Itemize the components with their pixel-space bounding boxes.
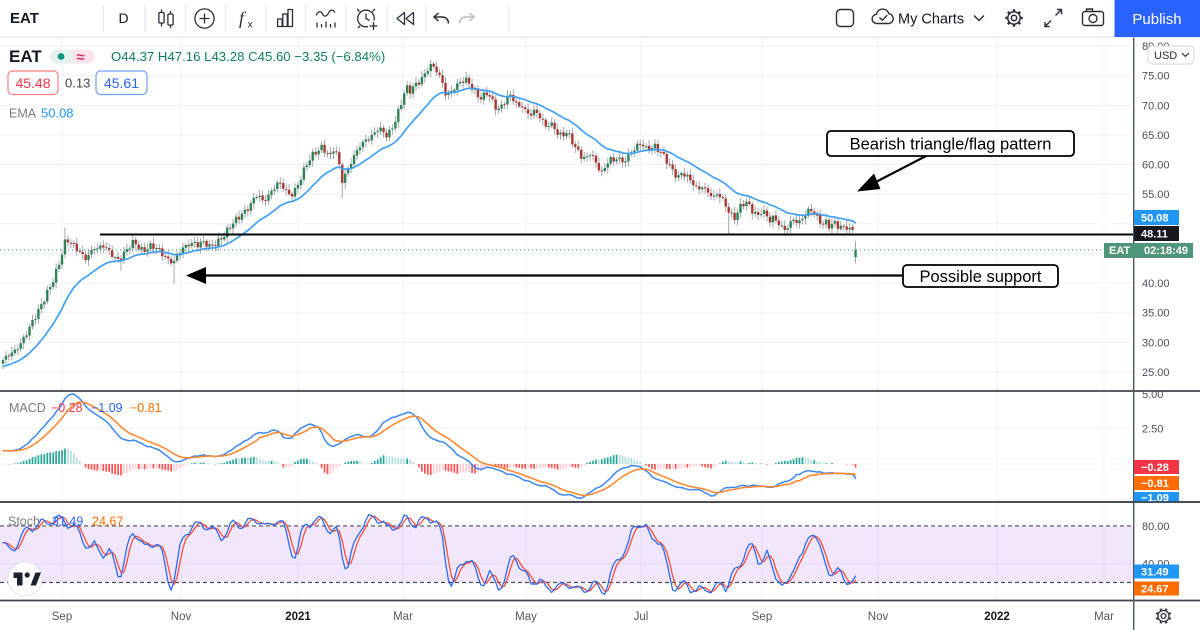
svg-text:65.00: 65.00 bbox=[1142, 130, 1170, 142]
svg-text:2021: 2021 bbox=[285, 611, 311, 623]
svg-text:Sep: Sep bbox=[752, 611, 772, 623]
svg-text:45.48: 45.48 bbox=[15, 75, 50, 91]
svg-text:48.11: 48.11 bbox=[1141, 228, 1168, 240]
svg-text:75.00: 75.00 bbox=[1142, 71, 1170, 83]
svg-text:31.49: 31.49 bbox=[1141, 566, 1169, 578]
svg-text:40.00: 40.00 bbox=[1142, 278, 1170, 290]
svg-text:Mar: Mar bbox=[1094, 611, 1114, 623]
svg-text:−0.81: −0.81 bbox=[130, 401, 162, 415]
svg-text:80.00: 80.00 bbox=[1142, 521, 1170, 533]
svg-text:USD: USD bbox=[1154, 50, 1177, 62]
svg-text:02:18:49: 02:18:49 bbox=[1144, 245, 1188, 257]
svg-text:EAT: EAT bbox=[10, 10, 39, 27]
svg-text:24.67: 24.67 bbox=[1141, 583, 1169, 595]
svg-text:45.61: 45.61 bbox=[104, 75, 139, 91]
svg-text:−0.28: −0.28 bbox=[1141, 462, 1169, 474]
svg-text:Jul: Jul bbox=[634, 611, 649, 623]
svg-text:Sep: Sep bbox=[52, 611, 72, 623]
svg-text:D: D bbox=[118, 10, 128, 26]
svg-text:50.08: 50.08 bbox=[41, 106, 74, 121]
svg-text:≈: ≈ bbox=[77, 49, 85, 66]
svg-text:Stoch: Stoch bbox=[8, 515, 40, 529]
svg-text:Bearish triangle/flag pattern: Bearish triangle/flag pattern bbox=[850, 135, 1052, 153]
svg-text:−1.09: −1.09 bbox=[91, 401, 123, 415]
svg-text:−0.81: −0.81 bbox=[1141, 478, 1169, 490]
svg-text:30.00: 30.00 bbox=[1142, 337, 1170, 349]
svg-text:50.08: 50.08 bbox=[1141, 212, 1169, 224]
svg-text:Nov: Nov bbox=[868, 611, 889, 623]
svg-text:Nov: Nov bbox=[171, 611, 192, 623]
svg-text:Publish: Publish bbox=[1132, 11, 1181, 28]
svg-text:x: x bbox=[248, 19, 254, 31]
svg-text:EAT: EAT bbox=[9, 47, 42, 66]
svg-text:2.50: 2.50 bbox=[1142, 423, 1163, 435]
svg-text:Possible support: Possible support bbox=[920, 268, 1042, 286]
svg-text:EAT: EAT bbox=[1109, 245, 1130, 257]
svg-text:55.00: 55.00 bbox=[1142, 189, 1170, 201]
svg-text:25.00: 25.00 bbox=[1142, 367, 1170, 379]
svg-text:60.00: 60.00 bbox=[1142, 160, 1170, 172]
svg-text:5.00: 5.00 bbox=[1142, 389, 1163, 401]
svg-text:My Charts: My Charts bbox=[898, 12, 964, 28]
svg-text:O44.37 H47.16 L43.28 C45.60 −3: O44.37 H47.16 L43.28 C45.60 −3.35 (−6.84… bbox=[111, 49, 385, 64]
svg-text:EMA: EMA bbox=[9, 107, 37, 121]
svg-text:24.67: 24.67 bbox=[92, 515, 123, 529]
svg-text:35.00: 35.00 bbox=[1142, 308, 1170, 320]
svg-text:31.49: 31.49 bbox=[52, 515, 83, 529]
svg-text:2022: 2022 bbox=[984, 611, 1010, 623]
svg-text:f: f bbox=[239, 8, 247, 28]
svg-text:Mar: Mar bbox=[393, 611, 413, 623]
svg-text:70.00: 70.00 bbox=[1142, 100, 1170, 112]
svg-text:May: May bbox=[515, 611, 537, 623]
svg-text:0.13: 0.13 bbox=[65, 76, 90, 91]
svg-text:−0.28: −0.28 bbox=[51, 401, 83, 415]
svg-text:MACD: MACD bbox=[9, 401, 46, 415]
